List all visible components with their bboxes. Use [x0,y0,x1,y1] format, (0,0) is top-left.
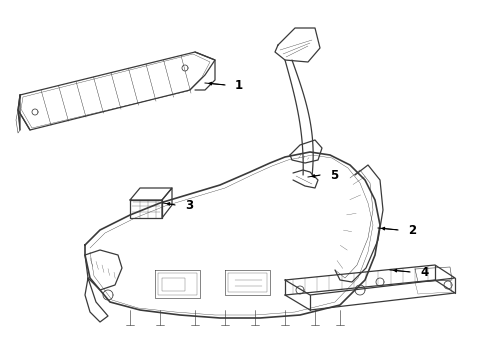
Text: 3: 3 [185,198,193,212]
Text: 2: 2 [408,224,416,237]
Text: 4: 4 [420,266,428,279]
Text: 5: 5 [330,168,338,181]
Text: 1: 1 [235,78,243,91]
